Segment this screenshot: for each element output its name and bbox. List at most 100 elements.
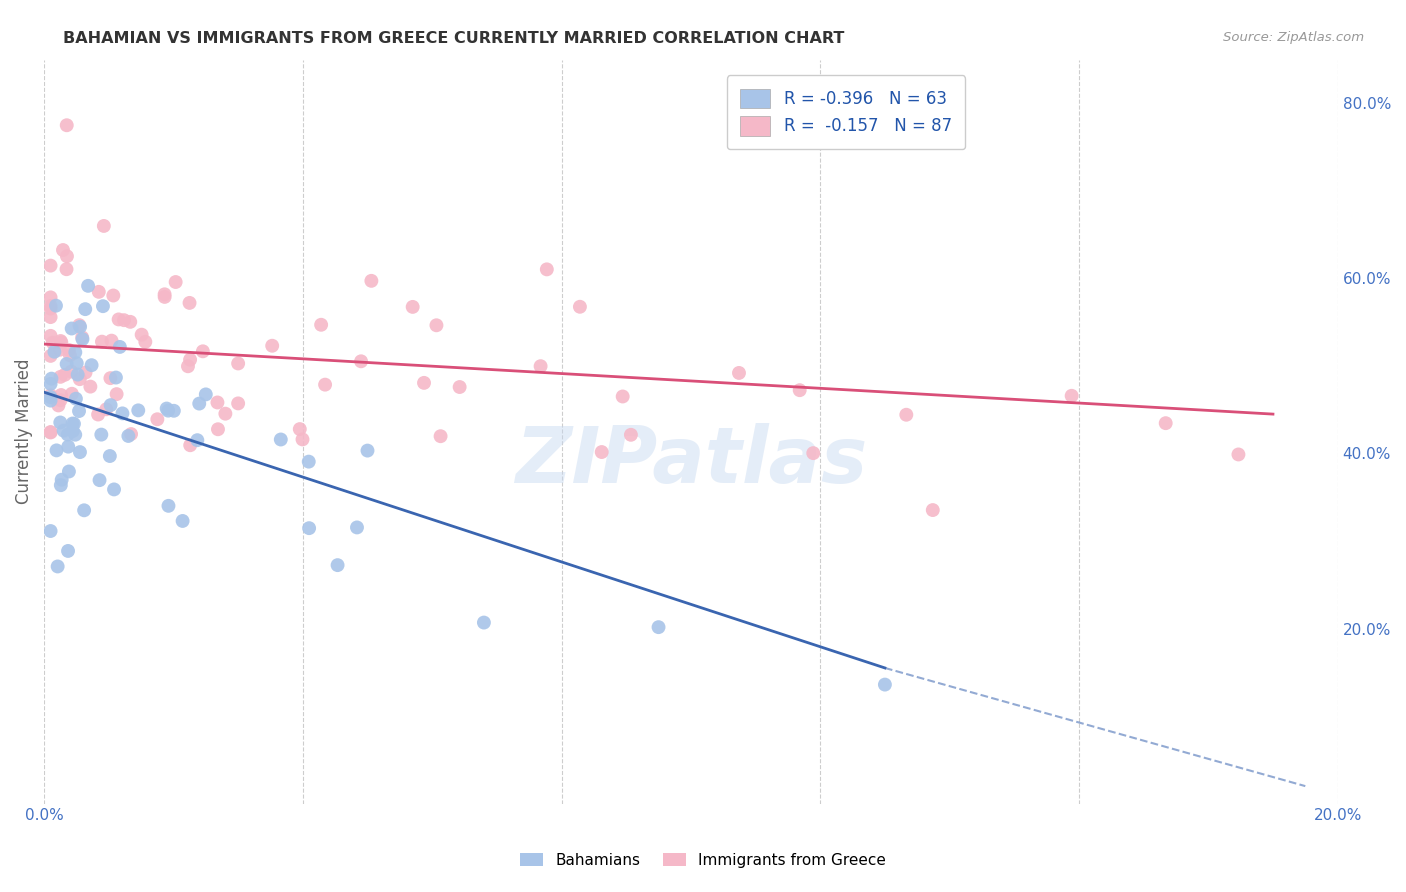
Point — [360, 274, 382, 288]
Point — [186, 433, 208, 447]
Point — [39, 290, 62, 304]
Point — [90, 427, 112, 442]
Point — [298, 521, 321, 535]
Point — [48, 399, 70, 413]
Point — [49, 416, 72, 430]
Point — [179, 352, 201, 367]
Point — [39, 299, 62, 313]
Point — [107, 312, 129, 326]
Point — [647, 620, 669, 634]
Point — [131, 327, 153, 342]
Point — [104, 370, 127, 384]
Point — [291, 433, 314, 447]
Point — [214, 407, 236, 421]
Point — [49, 369, 72, 384]
Point — [62, 424, 84, 438]
Point — [67, 318, 90, 333]
Point — [350, 354, 373, 368]
Point — [262, 339, 284, 353]
Point — [44, 344, 66, 359]
Point — [60, 321, 83, 335]
Point — [39, 425, 62, 439]
Point — [39, 388, 62, 402]
Point — [536, 262, 558, 277]
Point — [156, 401, 179, 416]
Point — [226, 396, 249, 410]
Point — [298, 455, 321, 469]
Point — [69, 319, 91, 334]
Point — [346, 520, 368, 534]
Point — [56, 427, 79, 442]
Point — [789, 383, 811, 397]
Point — [1154, 416, 1177, 430]
Point — [72, 332, 94, 346]
Point — [529, 359, 551, 374]
Point — [314, 377, 336, 392]
Point — [177, 359, 200, 374]
Point — [98, 449, 121, 463]
Point — [163, 404, 186, 418]
Point — [52, 424, 75, 438]
Point — [108, 340, 131, 354]
Point — [45, 299, 67, 313]
Point — [165, 275, 187, 289]
Point — [568, 300, 591, 314]
Point — [356, 443, 378, 458]
Point — [66, 368, 89, 382]
Text: Source: ZipAtlas.com: Source: ZipAtlas.com — [1223, 31, 1364, 45]
Point — [801, 446, 824, 460]
Point — [91, 299, 114, 313]
Point — [55, 118, 77, 132]
Point — [87, 408, 110, 422]
Point — [591, 445, 613, 459]
Point — [612, 389, 634, 403]
Point — [472, 615, 495, 630]
Point — [402, 300, 425, 314]
Point — [896, 408, 918, 422]
Point — [191, 344, 214, 359]
Point — [157, 403, 180, 417]
Point — [58, 465, 80, 479]
Point — [270, 433, 292, 447]
Point — [39, 310, 62, 324]
Point — [309, 318, 332, 332]
Point — [39, 301, 62, 316]
Point — [153, 290, 176, 304]
Text: BAHAMIAN VS IMMIGRANTS FROM GREECE CURRENTLY MARRIED CORRELATION CHART: BAHAMIAN VS IMMIGRANTS FROM GREECE CURRE… — [63, 31, 845, 46]
Point — [105, 387, 128, 401]
Point — [58, 440, 80, 454]
Point — [89, 473, 111, 487]
Point — [288, 422, 311, 436]
Point — [127, 403, 149, 417]
Point — [179, 296, 201, 310]
Point — [53, 368, 76, 382]
Point — [103, 483, 125, 497]
Point — [91, 334, 114, 349]
Point — [207, 422, 229, 436]
Point — [326, 558, 349, 573]
Point — [49, 343, 72, 357]
Point — [728, 366, 751, 380]
Point — [96, 402, 118, 417]
Point — [65, 345, 87, 359]
Point — [188, 396, 211, 410]
Point — [51, 335, 73, 350]
Point — [39, 393, 62, 408]
Point — [59, 348, 82, 362]
Point — [620, 427, 643, 442]
Point — [134, 334, 156, 349]
Point — [52, 243, 75, 257]
Point — [60, 365, 83, 379]
Point — [49, 393, 72, 408]
Point — [56, 249, 79, 263]
Point — [100, 371, 122, 385]
Point — [80, 358, 103, 372]
Point — [39, 259, 62, 273]
Point — [58, 343, 80, 357]
Point — [49, 334, 72, 348]
Point — [179, 438, 201, 452]
Point — [66, 356, 89, 370]
Point — [429, 429, 451, 443]
Point — [103, 288, 125, 302]
Point — [146, 412, 169, 426]
